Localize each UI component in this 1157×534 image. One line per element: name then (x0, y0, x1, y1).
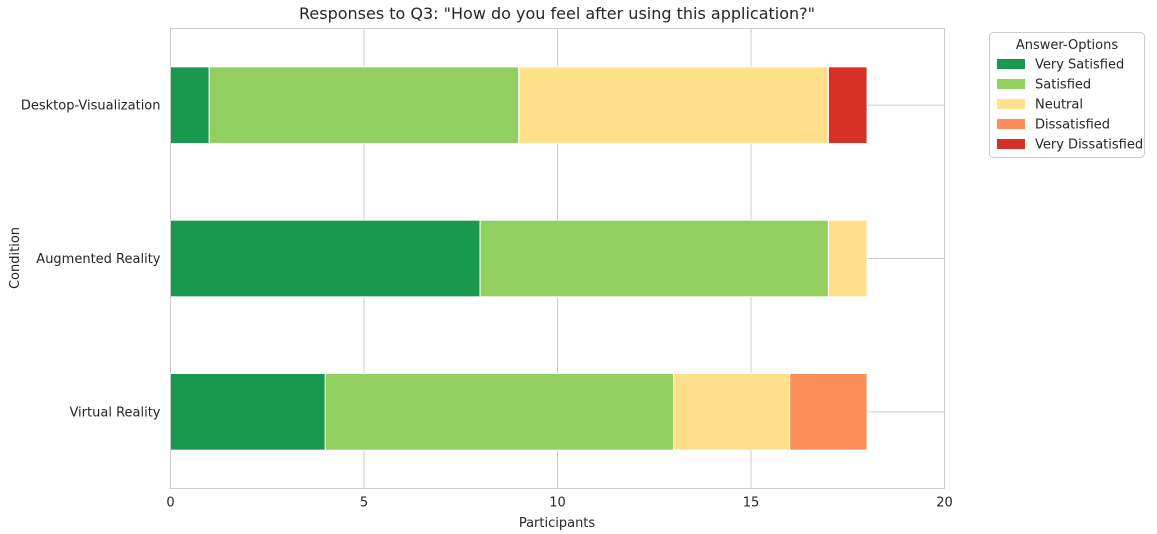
y-tick-label: Desktop-Visualization (21, 99, 161, 114)
bars (170, 66, 868, 451)
bar-segment (170, 373, 326, 451)
x-axis-ticks: 0 5 10 15 20 (166, 496, 952, 511)
legend: Answer-Options Very Satisfied Satisfied Ne… (989, 32, 1145, 158)
x-tick-label: 20 (936, 496, 953, 511)
y-axis-label: Condition (8, 227, 23, 289)
chart-title: Responses to Q3: "How do you feel after … (299, 4, 815, 23)
legend-item-label: Satisfied (1035, 78, 1091, 93)
legend-frame (989, 32, 1145, 158)
bar-segment (827, 219, 868, 298)
plot-frame (170, 28, 945, 489)
y-axis-ticks: Desktop-Visualization Augmented Reality Vi… (21, 99, 161, 421)
y-tick-label: Virtual Reality (69, 405, 160, 420)
legend-title: Answer-Options (1016, 38, 1118, 53)
legend-swatch (997, 99, 1025, 109)
legend-item-label: Very Dissatisfied (1035, 138, 1143, 153)
legend-item-label: Neutral (1035, 98, 1083, 113)
y-tick-label: Augmented Reality (36, 252, 160, 267)
bar-segment (789, 373, 868, 451)
x-tick-label: 10 (549, 496, 566, 511)
bar-segment (479, 219, 829, 298)
legend-swatch (997, 119, 1025, 129)
bar-segment (170, 66, 210, 144)
legend-item-label: Very Satisfied (1035, 58, 1124, 73)
bar-segment (170, 219, 481, 298)
x-axis-label: Participants (519, 516, 596, 531)
x-tick-label: 15 (743, 496, 760, 511)
bar-segment (673, 373, 791, 451)
bar-segment (518, 66, 829, 144)
x-tick-label: 5 (360, 496, 368, 511)
legend-item-label: Dissatisfied (1035, 118, 1110, 133)
x-tick-label: 0 (166, 496, 174, 511)
legend-swatch (997, 59, 1025, 69)
bar-segment (208, 66, 520, 144)
bar-segment (827, 66, 868, 144)
legend-swatch (997, 139, 1025, 149)
legend-swatch (997, 79, 1025, 89)
bar-segment (324, 373, 675, 451)
